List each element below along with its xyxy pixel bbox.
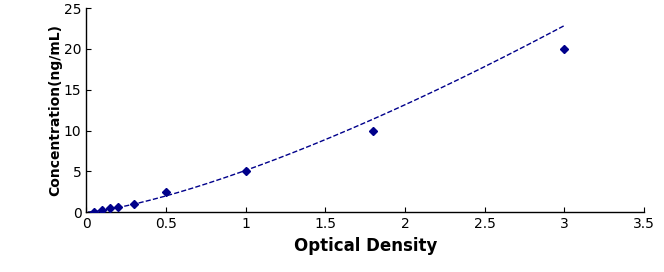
X-axis label: Optical Density: Optical Density — [293, 237, 437, 255]
Y-axis label: Concentration(ng/mL): Concentration(ng/mL) — [48, 24, 62, 196]
